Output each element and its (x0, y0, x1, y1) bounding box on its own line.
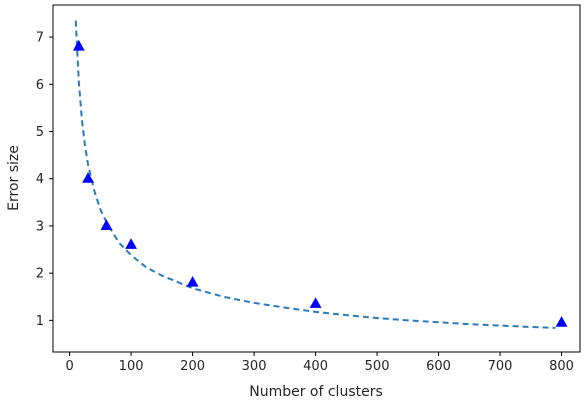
y-axis-label: Error size (6, 145, 22, 211)
y-tick-label: 7 (36, 31, 44, 46)
x-axis-ticks: 0 100 200 300 400 500 600 700 800 (65, 352, 574, 374)
x-tick-label: 600 (426, 359, 451, 374)
fitted-curve-line (74, 20, 556, 329)
y-tick-label: 6 (36, 78, 44, 93)
curve-layer (74, 20, 556, 329)
data-point-triangle (555, 316, 568, 327)
y-axis-ticks: 1 2 3 4 5 6 7 (36, 31, 53, 329)
data-point-triangle (72, 39, 85, 51)
x-axis-label: Number of clusters (249, 384, 383, 400)
x-tick-label: 200 (180, 359, 205, 374)
x-tick-label: 300 (242, 359, 267, 374)
x-tick-label: 700 (488, 359, 513, 374)
y-tick-label: 5 (36, 125, 44, 140)
x-tick-label: 400 (303, 359, 328, 374)
y-tick-label: 2 (36, 267, 44, 282)
marker-layer (72, 39, 568, 327)
x-tick-label: 800 (549, 359, 574, 374)
data-point-triangle (309, 297, 322, 308)
y-tick-label: 3 (36, 219, 44, 234)
data-point-triangle (82, 172, 94, 183)
plot-area (53, 5, 580, 352)
data-point-triangle (186, 275, 199, 287)
data-point-triangle (100, 219, 113, 230)
x-tick-label: 100 (119, 359, 144, 374)
y-tick-label: 1 (36, 314, 44, 329)
data-point-triangle (125, 238, 138, 249)
y-tick-label: 4 (36, 172, 44, 187)
x-tick-label: 0 (65, 359, 73, 374)
x-tick-label: 500 (365, 359, 390, 374)
